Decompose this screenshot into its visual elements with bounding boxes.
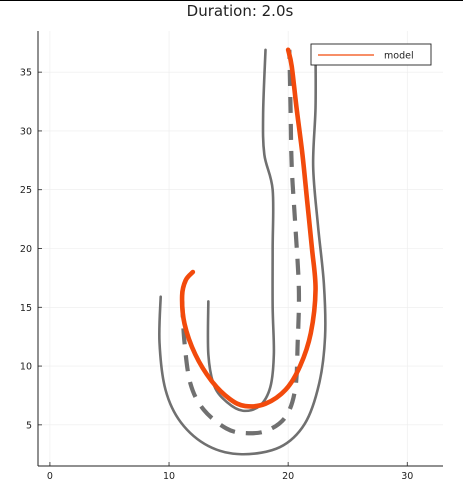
tick-labels: 0 10 20 30 5 10 15 20 25 30 35: [20, 68, 413, 482]
track-inner-boundary: [206, 48, 276, 413]
y-tick-label: 35: [20, 68, 32, 79]
y-tick-label: 30: [20, 126, 32, 137]
grid: [38, 31, 443, 466]
y-tick-label: 25: [20, 185, 32, 196]
top-border: [0, 0, 463, 1]
y-tick-label: 10: [20, 362, 32, 373]
y-tick-label: 15: [20, 303, 32, 314]
chart-title: Duration: 2.0s: [187, 2, 294, 20]
series-line-model: [179, 47, 318, 409]
track-center-line: [180, 49, 302, 436]
x-tick-label: 10: [163, 471, 175, 482]
x-tick-label: 0: [47, 471, 53, 482]
legend: model: [310, 43, 432, 66]
axes: [37, 31, 443, 467]
y-tick-label: 5: [26, 420, 32, 431]
series-group: [179, 47, 318, 409]
track-outer-boundary: [158, 48, 327, 456]
x-tick-label: 20: [282, 471, 294, 482]
x-tick-label: 30: [401, 471, 413, 482]
legend-label-model: model: [384, 51, 414, 62]
track: [158, 48, 327, 456]
y-tick-label: 20: [20, 244, 32, 255]
